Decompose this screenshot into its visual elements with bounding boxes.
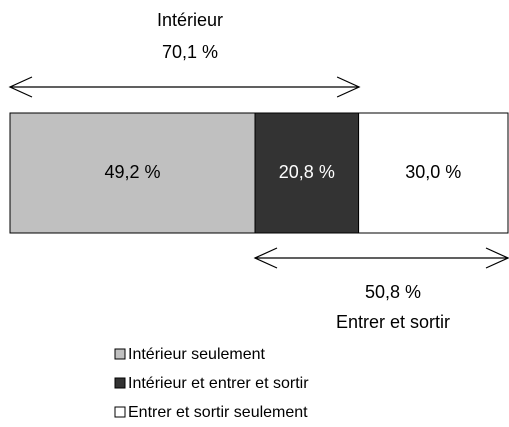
arrow-part [253,247,278,269]
legend-label: Entrer et sortir seulement [128,404,308,421]
span-arrow [253,247,509,269]
legend-swatch [114,348,126,360]
annotation-label: Entrer et sortir [336,312,450,332]
annotation-label: Intérieur [157,10,223,30]
legend-label: Intérieur et entrer et sortir [128,375,309,392]
legend-swatch [114,377,126,389]
bar-segment [254,112,360,234]
arrow-part [336,76,361,98]
legend-swatch [114,406,126,418]
annotation-value: 50,8 % [365,282,421,302]
bar-segment [358,112,509,234]
data-label: 30,0 % [405,162,461,182]
data-label: 20,8 % [279,162,335,182]
data-label: 49,2 % [104,162,160,182]
span-arrow [8,76,361,98]
annotation-value: 70,1 % [162,42,218,62]
arrow-part [8,76,33,98]
bar-segment [9,112,256,234]
legend-label: Intérieur seulement [128,346,266,363]
arrow-part [485,247,509,269]
